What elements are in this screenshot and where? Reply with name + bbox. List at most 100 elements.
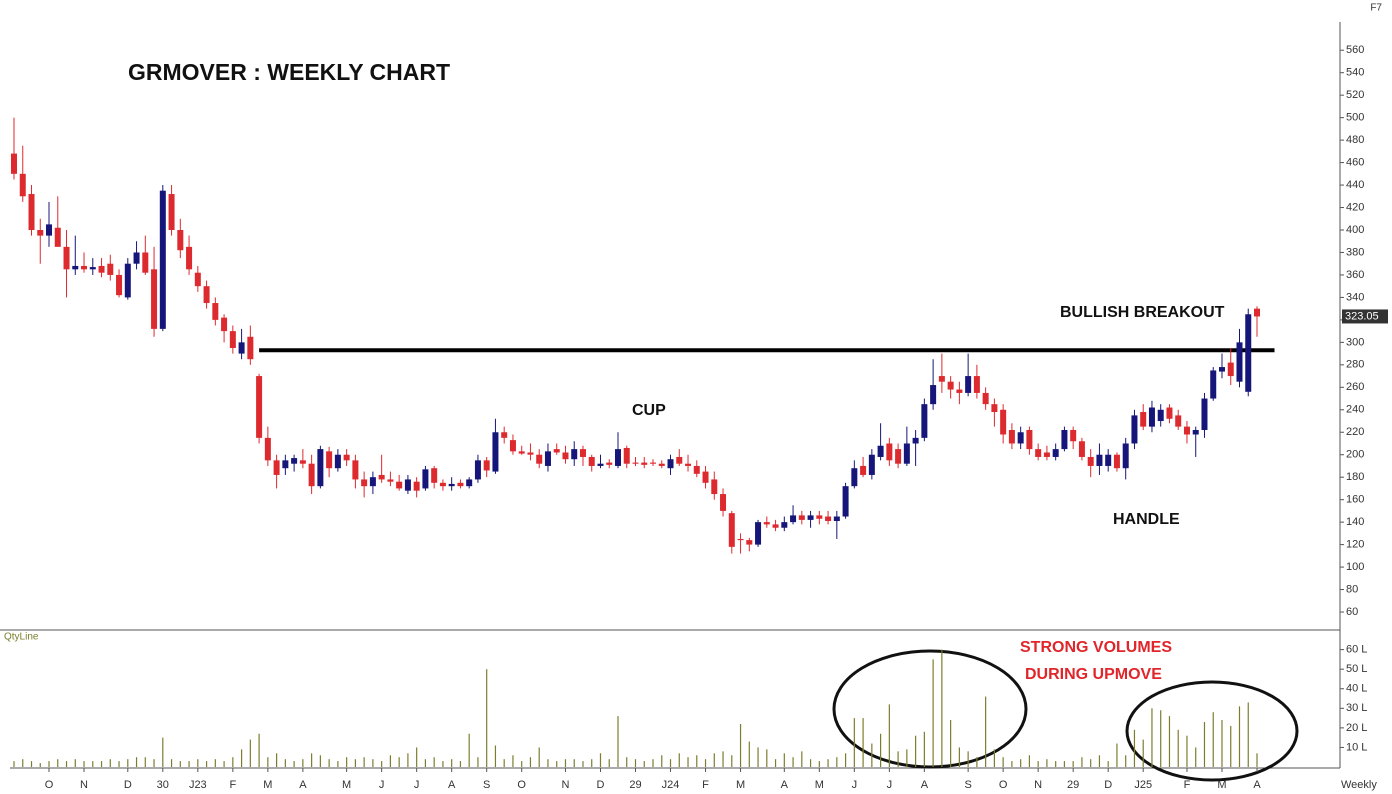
- candle-body: [553, 449, 560, 453]
- candle-body: [685, 463, 692, 466]
- y-tick-label: 520: [1346, 89, 1364, 101]
- candle-body: [282, 460, 289, 469]
- candle-body: [1227, 362, 1234, 377]
- candle-body: [1148, 407, 1155, 427]
- candle-body: [492, 432, 499, 472]
- candle-body: [1096, 454, 1103, 466]
- x-tick-label: A: [448, 779, 456, 791]
- candle-body: [579, 449, 586, 457]
- candle-body: [956, 389, 963, 393]
- y-tick-label: 30 L: [1346, 702, 1367, 714]
- candle-body: [571, 449, 578, 460]
- candle-body: [658, 463, 665, 466]
- candle-body: [326, 451, 333, 469]
- candle-body: [439, 482, 446, 487]
- candle-body: [1017, 432, 1024, 444]
- y-tick-label: 200: [1346, 449, 1364, 461]
- y-tick-label: 140: [1346, 516, 1364, 528]
- candle-body: [833, 516, 840, 522]
- volume-highlight: [1125, 680, 1299, 782]
- candle-body: [903, 443, 910, 464]
- y-tick-label: 500: [1346, 112, 1364, 124]
- candle-body: [396, 481, 403, 489]
- candle-body: [1026, 430, 1033, 450]
- candle-body: [991, 404, 998, 413]
- candle-body: [982, 392, 989, 405]
- candle-body: [387, 479, 394, 482]
- candle-body: [842, 486, 849, 517]
- x-tick-label: J: [887, 779, 893, 791]
- x-tick-label: J25: [1134, 779, 1152, 791]
- candle-body: [868, 454, 875, 475]
- candle-body: [203, 286, 210, 304]
- candle-body: [1201, 398, 1208, 430]
- candle-body: [11, 153, 17, 174]
- candle-body: [667, 459, 674, 469]
- candle-body: [168, 194, 175, 230]
- candle-body: [746, 540, 753, 545]
- y-tick-label: 400: [1346, 224, 1364, 236]
- candle-body: [28, 194, 35, 230]
- candle-body: [229, 331, 236, 348]
- candle-body: [133, 252, 140, 264]
- candle-body: [1000, 409, 1007, 435]
- x-tick-label: N: [80, 779, 88, 791]
- x-tick-label: A: [299, 779, 307, 791]
- candle-body: [369, 477, 376, 487]
- candle-body: [483, 460, 490, 471]
- candle-body: [1254, 308, 1260, 317]
- candle-body: [860, 465, 867, 475]
- candle-body: [361, 479, 368, 487]
- candle-body: [518, 451, 525, 454]
- candle-body: [247, 336, 254, 360]
- candle-body: [142, 252, 149, 273]
- candle-body: [19, 173, 26, 197]
- candle-body: [1157, 409, 1164, 422]
- candle-body: [720, 494, 727, 511]
- candle-body: [107, 263, 114, 275]
- chart-title: GRMOVER : WEEKLY CHART: [128, 59, 450, 85]
- candle-body: [308, 463, 315, 487]
- candle-body: [422, 469, 429, 489]
- candle-body: [98, 265, 105, 273]
- candle-body: [317, 449, 324, 487]
- x-tick-label: D: [597, 779, 605, 791]
- candle-body: [1105, 454, 1112, 466]
- y-tick-label: 180: [1346, 471, 1364, 483]
- candle-body: [124, 263, 131, 298]
- candle-body: [1122, 443, 1129, 469]
- x-tick-label: F: [1184, 779, 1191, 791]
- y-tick-label: 280: [1346, 359, 1364, 371]
- candle-body: [431, 468, 438, 483]
- x-tick-label: M: [815, 779, 824, 791]
- candle-body: [632, 462, 639, 464]
- candle-body: [623, 447, 630, 464]
- candle-body: [1052, 449, 1059, 457]
- candle-body: [947, 381, 954, 390]
- x-tick-label: J: [414, 779, 420, 791]
- candle-body: [501, 432, 508, 438]
- candle-body: [772, 524, 779, 528]
- x-tick-label: O: [517, 779, 526, 791]
- y-tick-label: 260: [1346, 381, 1364, 393]
- candle-body: [1008, 430, 1015, 444]
- candle-body: [781, 522, 788, 528]
- candle-body: [221, 317, 228, 332]
- candle-body: [352, 460, 359, 480]
- x-tick-label: 29: [629, 779, 641, 791]
- x-tick-label: D: [1104, 779, 1112, 791]
- annotation: STRONG VOLUMES: [1020, 639, 1172, 656]
- candle-body: [1043, 452, 1050, 457]
- corner-label: F7: [1370, 3, 1382, 14]
- volume-highlight: [832, 649, 1028, 769]
- y-tick-label: 440: [1346, 179, 1364, 191]
- candle-body: [177, 230, 184, 251]
- candle-body: [46, 224, 53, 236]
- y-tick-label: 480: [1346, 134, 1364, 146]
- x-tick-label: A: [1253, 779, 1261, 791]
- candle-body: [291, 458, 298, 464]
- y-tick-label: 50 L: [1346, 663, 1367, 675]
- y-tick-label: 120: [1346, 539, 1364, 551]
- candle-body: [63, 246, 70, 270]
- candle-body: [273, 460, 280, 475]
